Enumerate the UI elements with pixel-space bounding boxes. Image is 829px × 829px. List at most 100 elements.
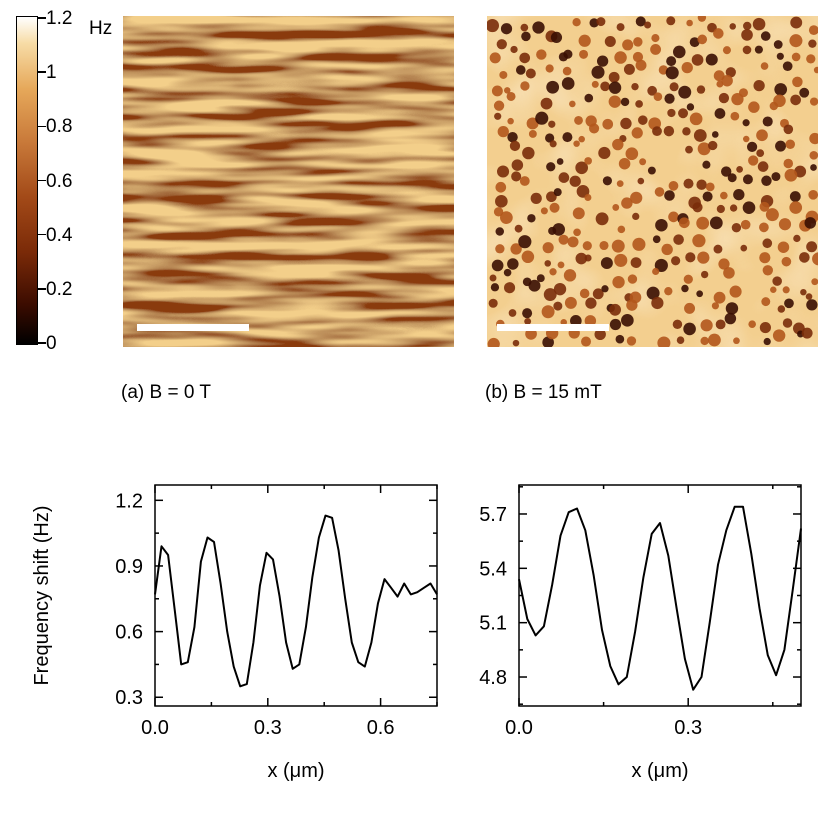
bubble-domain	[646, 286, 660, 300]
bubble-domain	[489, 274, 497, 282]
caption-b: (b) B = 15 mT	[485, 382, 602, 403]
bubble-domain	[653, 92, 663, 102]
bubble-domain	[742, 45, 752, 55]
colorbar-tick-label: 0.4	[46, 224, 73, 246]
bubble-domain	[791, 52, 801, 62]
bubble-domain	[772, 329, 786, 342]
bubble-domain	[526, 117, 539, 130]
bubble-domain	[616, 23, 625, 32]
bubble-domain	[545, 133, 555, 143]
bubble-domain	[696, 179, 707, 190]
bubble-domain	[760, 31, 771, 41]
colorbar-tick-label: 1	[46, 62, 57, 84]
bubble-domain	[570, 315, 582, 327]
bubble-domain	[681, 61, 693, 74]
bubble-domain	[733, 189, 745, 201]
colorbar-tick-label: 0	[46, 333, 57, 354]
bubble-domain	[644, 21, 652, 29]
bubble-domain	[621, 197, 633, 209]
bubble-domain	[721, 166, 732, 177]
bubble-domain	[663, 125, 675, 137]
bubble-domain	[500, 23, 513, 35]
stripe-domain-image	[123, 16, 454, 347]
bubble-domain	[558, 172, 570, 183]
colorbar-tick	[38, 288, 46, 290]
bubble-domain	[784, 298, 794, 309]
bubble-domain	[569, 100, 576, 108]
bubble-domain	[487, 337, 500, 347]
bubble-domain	[530, 192, 542, 204]
bubble-domain	[575, 161, 588, 175]
bubble-domain	[548, 120, 556, 128]
bubble-domain	[806, 299, 818, 311]
bubble-domain	[528, 130, 537, 138]
bubble-domain	[731, 222, 742, 233]
bubble-domain	[633, 37, 643, 47]
bubble-domain	[600, 81, 610, 92]
bubble-domain	[507, 258, 519, 270]
bubble-domain	[692, 202, 703, 213]
bubble-domain	[545, 64, 554, 73]
bubble-domain	[722, 46, 731, 55]
bubble-domain	[773, 40, 783, 49]
bubble-domain	[532, 21, 545, 34]
bubble-domain	[495, 244, 505, 254]
bubble-domain	[503, 87, 511, 94]
bubble-domain	[579, 288, 590, 299]
bubble-domain	[632, 51, 644, 63]
bubble-domain	[685, 252, 696, 263]
bubble-domain	[612, 204, 620, 211]
bubble-domain	[553, 301, 563, 311]
bubble-domain	[520, 23, 529, 32]
bubble-domain	[521, 31, 531, 42]
bubble-domain	[602, 118, 614, 130]
bubble-domain	[762, 265, 773, 276]
bubble-domain	[599, 240, 609, 251]
bubble-domain	[507, 117, 514, 125]
bubble-domain	[604, 35, 616, 48]
bubble-domain	[549, 140, 557, 148]
bubble-domain	[562, 132, 573, 143]
bubble-domain	[799, 87, 810, 98]
bubble-domain	[632, 237, 646, 251]
bubble-domain	[724, 312, 737, 325]
bubble-domain	[809, 150, 818, 160]
bubble-domain	[718, 258, 730, 270]
bubble-domain	[759, 252, 771, 264]
bubble-domain	[657, 336, 671, 347]
bubble-domain	[573, 228, 581, 237]
bubble-domain	[759, 222, 769, 233]
bubble-domain	[789, 34, 803, 48]
bubble-domain	[495, 195, 508, 208]
bubble-domain	[651, 296, 664, 310]
bubble-domain	[584, 157, 592, 165]
bubble-domain	[520, 81, 530, 91]
bubble-domain	[742, 119, 750, 127]
bubble-domain	[716, 204, 725, 214]
bubble-domain	[572, 18, 581, 27]
y-tick-label: 0.6	[115, 622, 143, 644]
bubble-domain	[696, 216, 710, 230]
x-axis-label: x (μm)	[267, 760, 324, 782]
bubble-domain	[743, 21, 752, 31]
bubble-domain	[546, 80, 560, 94]
bubble-domain	[785, 139, 796, 149]
bubble-domain	[591, 80, 599, 88]
colorbar-tick	[38, 342, 46, 344]
bubble-domain	[683, 322, 696, 336]
bubble-domain	[549, 268, 557, 276]
bubble-domain	[592, 288, 604, 300]
bubble-domain	[683, 274, 693, 284]
bubble-domain	[542, 242, 554, 254]
bubble-domain	[799, 252, 810, 263]
bubble-domain	[683, 178, 694, 189]
bubble-domain	[777, 241, 790, 253]
bubble-domain	[589, 18, 599, 28]
x-tick-label: 0.6	[367, 717, 395, 739]
bubble-domain	[620, 117, 632, 130]
bubble-domain	[652, 267, 660, 276]
bubble-domain	[684, 302, 696, 314]
bubble-domain	[721, 74, 733, 87]
bubble-domain	[793, 234, 801, 243]
bubble-domain	[616, 180, 624, 187]
